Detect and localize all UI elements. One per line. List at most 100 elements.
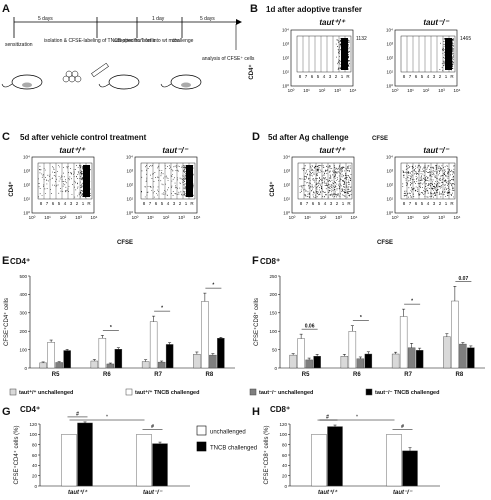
x-tick-label: 10³ [438, 215, 445, 220]
category-label: R8 [206, 372, 214, 378]
gate-label: 7 [409, 201, 412, 206]
gate-box [400, 162, 456, 200]
category-label: R8 [456, 372, 464, 378]
y-tick-label: 0 [274, 366, 277, 371]
significance-marker: * [411, 299, 413, 305]
significance-marker: # [151, 424, 154, 430]
legend-label: taut⁺/⁺ unchallenged [19, 389, 73, 396]
gate-label: 3 [329, 74, 332, 79]
y-tick-label: 10⁰ [283, 211, 290, 216]
panel-d: D 5d after Ag challenge taut⁺/⁺ taut⁻/⁻ … [252, 131, 461, 246]
bar [39, 362, 47, 369]
legend-label: TNCB challenged [210, 446, 257, 452]
y-tick-label: 20 [282, 473, 288, 478]
bar [114, 349, 123, 369]
y-tick-label: 10⁴ [386, 28, 393, 33]
step-label: sensitization [5, 42, 33, 48]
step-label: challenge [172, 38, 194, 44]
x-tick-label: 10² [60, 215, 67, 220]
chart-title: CD8⁺ [260, 257, 280, 266]
genotype-label: taut⁻/⁻ [162, 146, 188, 155]
cell-count: 1465 [460, 36, 471, 42]
category-label: taut⁻/⁻ [143, 490, 163, 496]
bar [391, 353, 400, 369]
y-tick-label: 10² [23, 183, 30, 188]
gate-label: 5 [317, 74, 320, 79]
y-tick-label: 300 [19, 311, 27, 316]
bar [459, 343, 467, 369]
gate-label: 8 [143, 201, 146, 206]
y-tick-label: 10¹ [283, 197, 290, 202]
gate-label: 7 [149, 201, 152, 206]
gate-label: 4 [427, 74, 430, 79]
gate-label: 3 [433, 74, 436, 79]
y-tick-label: 10⁰ [386, 84, 393, 89]
gate-label: 4 [427, 201, 430, 206]
dense-population [341, 38, 348, 70]
legend-swatch [196, 441, 207, 452]
bar [90, 360, 99, 369]
x-tick-label: 10³ [75, 215, 82, 220]
category-label: R7 [154, 372, 162, 378]
gate-label: 5 [58, 201, 61, 206]
x-tick-label: 10² [423, 215, 430, 220]
gate-label: 7 [306, 201, 309, 206]
gate-label: R [190, 201, 194, 206]
genotype-label: taut⁻/⁻ [423, 18, 449, 27]
panel-letter-a: A [2, 3, 10, 15]
gate-label: 1 [445, 74, 448, 79]
bar [77, 422, 93, 487]
bar [47, 342, 55, 369]
gate-label: R [346, 74, 350, 79]
y-tick-label: 10⁴ [126, 155, 133, 160]
plot-frame [394, 156, 458, 214]
significance-marker: * [360, 315, 362, 321]
chart-title: CD8⁺ [270, 405, 290, 414]
y-axis-label: CD4⁺ [269, 181, 276, 196]
bar [348, 331, 357, 369]
gate-label: R [87, 201, 91, 206]
y-tick-label: 500 [19, 274, 27, 279]
x-axis-label: CFSE [117, 240, 133, 246]
x-tick-label: 10⁴ [194, 215, 201, 220]
genotype-label: taut⁺/⁺ [319, 146, 345, 155]
legend-swatch [249, 388, 257, 396]
y-tick-label: 10¹ [282, 70, 289, 75]
y-tick-label: 40 [282, 463, 288, 468]
chart-title: CD4⁺ [20, 405, 40, 414]
gate-label: 4 [323, 74, 326, 79]
y-tick-label: 10⁰ [282, 84, 289, 89]
category-label: taut⁻/⁻ [393, 490, 413, 496]
y-tick-label: 10¹ [386, 197, 393, 202]
y-tick-label: 10² [386, 183, 393, 188]
bar [106, 363, 115, 369]
bar [407, 347, 416, 369]
legend-swatch [9, 388, 17, 396]
panel-letter-f: F [252, 255, 259, 267]
y-tick-label: 400 [19, 292, 27, 297]
y-tick-label: 80 [32, 442, 38, 447]
gate-label: R [450, 201, 454, 206]
bar [451, 300, 459, 369]
gate-label: 2 [336, 201, 339, 206]
x-tick-label: 10³ [335, 215, 342, 220]
y-tick-label: 100 [19, 347, 27, 352]
dense-population [445, 38, 452, 70]
bar [305, 359, 313, 369]
y-tick-label: 10⁰ [23, 211, 30, 216]
category-label: R5 [52, 372, 60, 378]
mouse-icon [98, 74, 140, 90]
bar-chart-e: CD4⁺ CFSE⁺CD4⁺ cells 0 100 200 300 400 500 R5 R6 R… [3, 257, 235, 378]
y-tick-label: 10⁰ [126, 211, 133, 216]
gate-label: 2 [439, 201, 442, 206]
bar [152, 443, 168, 487]
y-tick-label: 10² [282, 56, 289, 61]
gate-label: 1 [342, 201, 345, 206]
x-tick-label: 10¹ [44, 215, 51, 220]
genotype-label: taut⁻/⁻ [423, 146, 449, 155]
bar [193, 354, 201, 369]
x-tick-label: 10³ [334, 88, 341, 93]
